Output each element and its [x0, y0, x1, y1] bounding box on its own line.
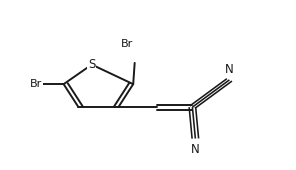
Text: N: N	[191, 143, 200, 156]
Text: N: N	[225, 63, 234, 76]
Text: S: S	[88, 58, 95, 71]
Text: Br: Br	[121, 39, 133, 49]
Text: Br: Br	[29, 79, 42, 89]
